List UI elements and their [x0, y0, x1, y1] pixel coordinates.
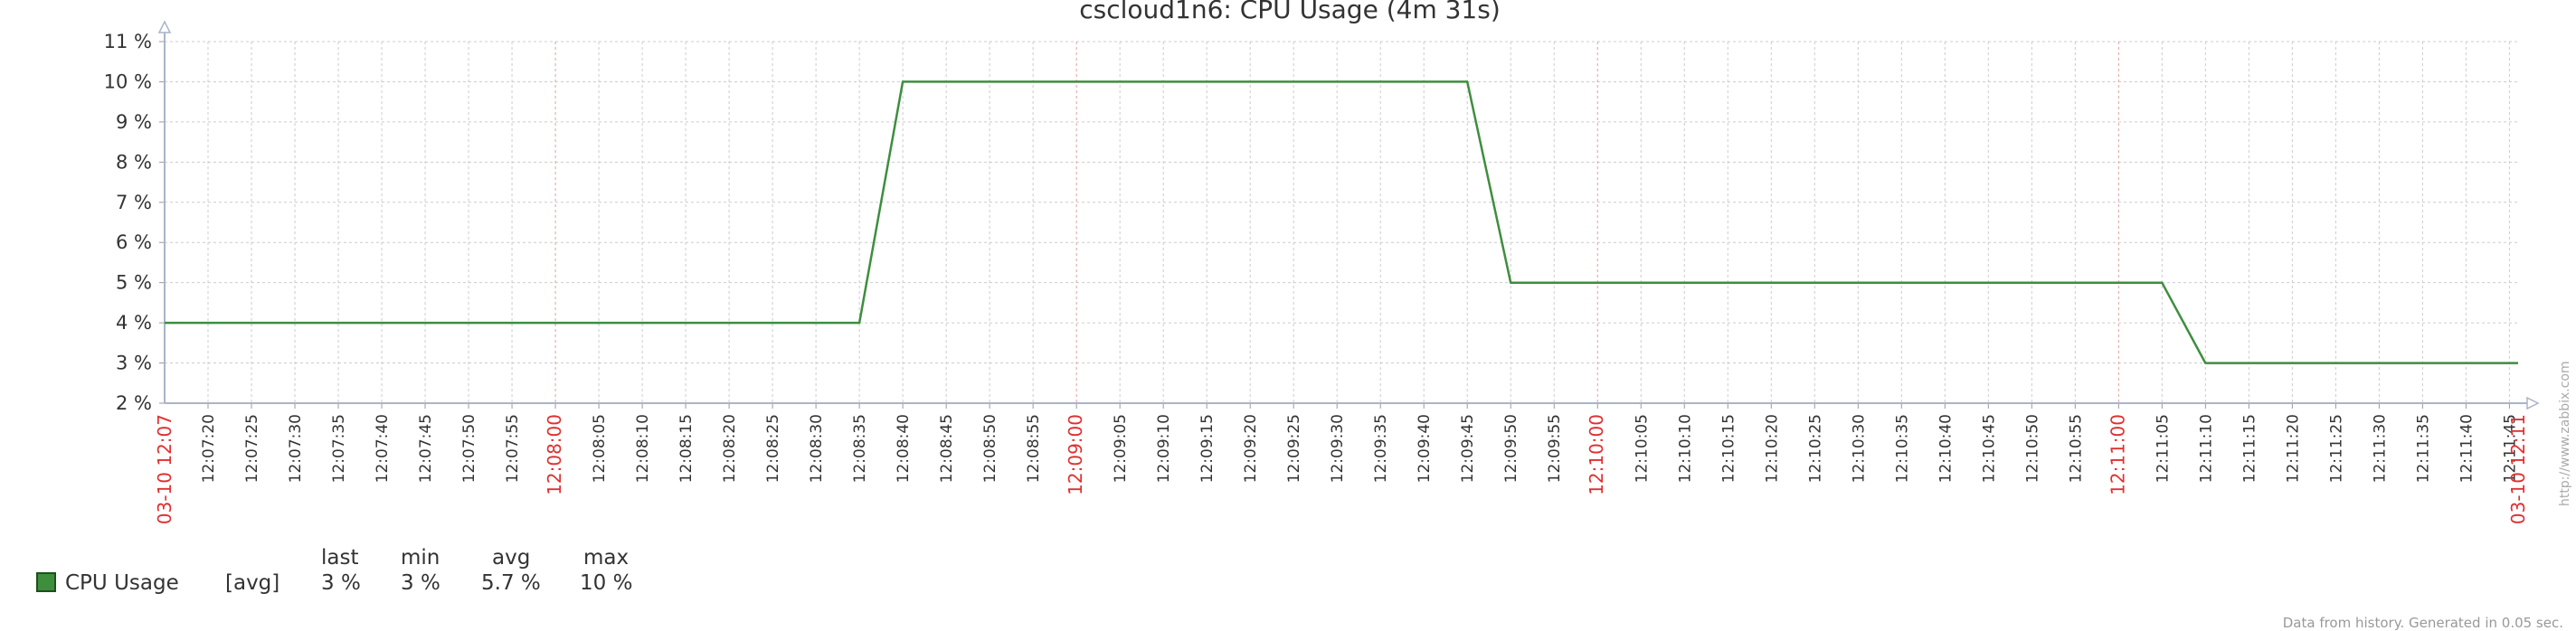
x-tick-label: 12:10:25	[1806, 414, 1824, 483]
grid-layer	[165, 41, 2518, 403]
x-tick-label: 12:11:05	[2154, 414, 2172, 483]
x-tick-label: 12:10:55	[2067, 414, 2085, 483]
x-tick-label: 12:09:30	[1329, 414, 1347, 483]
x-tick-label: 12:08:00	[544, 414, 565, 495]
x-edge-label-end: 03-10 12:11	[2507, 414, 2529, 524]
y-tick-label: 6 %	[116, 231, 152, 253]
y-tick-label: 2 %	[116, 392, 152, 414]
x-tick-label: 12:07:20	[200, 414, 218, 483]
x-tick-label: 12:09:25	[1285, 414, 1303, 483]
x-tick-label: 12:08:35	[851, 414, 869, 483]
x-tick-label: 12:09:45	[1459, 414, 1477, 483]
x-edge-label-start: 03-10 12:07	[154, 414, 175, 524]
x-tick-label: 12:10:15	[1719, 414, 1738, 483]
x-tick-label: 12:07:45	[417, 414, 435, 483]
x-tick-label: 12:08:10	[634, 414, 652, 483]
axis-layer: 2 % 3 % 4 % 5 % 6 % 7 % 8 % 9 % 10 % 11 % 12:07:20…	[104, 20, 2540, 524]
x-tick-label: 12:11:30	[2371, 414, 2389, 483]
x-tick-label: 12:10:45	[1980, 414, 1998, 483]
x-tick-label: 12:10:40	[1937, 414, 1955, 483]
x-tick-label: 12:08:20	[721, 414, 739, 483]
footer-note: Data from history. Generated in 0.05 sec…	[2282, 615, 2563, 631]
y-tick-label: 3 %	[116, 353, 152, 374]
x-tick-label: 12:09:10	[1155, 414, 1173, 483]
x-tick-label: 12:10:35	[1893, 414, 1911, 483]
series-layer	[165, 80, 2518, 364]
x-tick-label: 12:11:20	[2284, 414, 2302, 483]
y-tick-label: 9 %	[116, 111, 152, 133]
x-tick-label: 12:07:55	[504, 414, 522, 483]
x-tick-label: 12:10:20	[1763, 414, 1781, 483]
plot-area	[165, 42, 2518, 403]
y-tick-label: 8 %	[116, 151, 152, 173]
zabbix-link[interactable]: http://www.zabbix.com	[2558, 361, 2572, 506]
x-tick-label: 12:08:55	[1025, 414, 1043, 483]
x-axis-arrow	[2526, 396, 2540, 410]
x-tick-label: 12:11:35	[2414, 414, 2432, 483]
x-tick-label: 12:07:40	[374, 414, 392, 483]
x-tick-label: 12:10:05	[1633, 414, 1651, 483]
x-tick-label: 12:08:30	[808, 414, 826, 483]
x-tick-label: 12:08:50	[981, 414, 999, 483]
y-axis-arrow	[157, 20, 172, 33]
x-tick-label: 12:09:55	[1546, 414, 1564, 483]
x-tick-label: 12:10:50	[2023, 414, 2041, 483]
y-tick-label: 7 %	[116, 192, 152, 213]
x-tick-label: 12:11:40	[2458, 414, 2476, 483]
x-tick-label: 12:10:00	[1586, 414, 1607, 495]
y-tick-label: 10 %	[104, 71, 152, 92]
x-tick-label: 12:11:25	[2327, 414, 2345, 483]
x-tick-label: 12:10:30	[1850, 414, 1868, 483]
x-tick-label: 12:09:20	[1242, 414, 1260, 483]
x-tick-label: 12:07:50	[460, 414, 478, 483]
x-tick-label: 12:08:25	[764, 414, 782, 483]
x-tick-label: 12:08:05	[591, 414, 609, 483]
x-tick-label: 12:09:15	[1198, 414, 1217, 483]
x-tick-label: 12:09:50	[1502, 414, 1520, 483]
x-tick-label: 12:11:15	[2240, 414, 2259, 483]
y-tick-label: 11 %	[104, 31, 152, 52]
x-tick-label: 12:09:35	[1372, 414, 1390, 483]
x-tick-label: 12:09:05	[1112, 414, 1130, 483]
x-tick-label: 12:08:40	[895, 414, 913, 483]
x-tick-label: 12:07:25	[243, 414, 261, 483]
x-tick-label: 12:11:45	[2501, 414, 2519, 483]
x-tick-label: 12:10:10	[1676, 414, 1694, 483]
chart-title: cscloud1n6: CPU Usage (4m 31s)	[1079, 0, 1501, 24]
y-tick-label: 4 %	[116, 312, 152, 334]
y-tick-label: 5 %	[116, 272, 152, 294]
series-line-cpu-usage	[165, 80, 2518, 364]
x-tick-label: 12:08:45	[938, 414, 956, 483]
x-tick-label: 12:11:10	[2197, 414, 2215, 483]
x-tick-label: 12:09:40	[1416, 414, 1434, 483]
x-tick-label: 12:09:00	[1065, 414, 1086, 495]
x-tick-label: 12:07:35	[330, 414, 348, 483]
x-tick-label: 12:08:15	[677, 414, 696, 483]
x-tick-label: 12:11:00	[2107, 414, 2128, 495]
x-tick-label: 12:07:30	[287, 414, 305, 483]
